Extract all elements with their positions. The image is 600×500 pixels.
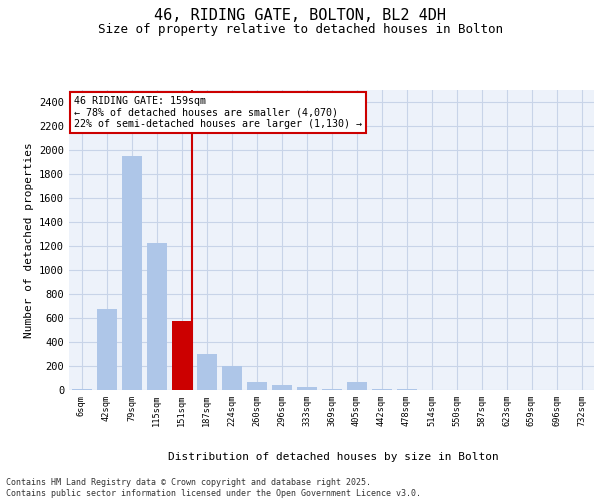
Bar (347, 382, 367, 390)
Bar (197, 354, 217, 390)
Text: 46 RIDING GATE: 159sqm
← 78% of detached houses are smaller (4,070)
22% of semi-: 46 RIDING GATE: 159sqm ← 78% of detached… (74, 96, 362, 129)
Bar (146, 243, 167, 390)
Bar (271, 384, 292, 390)
Text: 46, RIDING GATE, BOLTON, BL2 4DH: 46, RIDING GATE, BOLTON, BL2 4DH (154, 8, 446, 22)
Bar (371, 389, 392, 390)
Bar (247, 382, 266, 390)
Bar (296, 387, 317, 390)
Bar (322, 389, 341, 390)
Bar (221, 366, 241, 390)
Bar (121, 156, 142, 390)
Text: Contains HM Land Registry data © Crown copyright and database right 2025.
Contai: Contains HM Land Registry data © Crown c… (6, 478, 421, 498)
Bar (172, 321, 191, 390)
Text: Distribution of detached houses by size in Bolton: Distribution of detached houses by size … (167, 452, 499, 462)
Y-axis label: Number of detached properties: Number of detached properties (23, 142, 34, 338)
Bar (97, 309, 116, 390)
Text: Size of property relative to detached houses in Bolton: Size of property relative to detached ho… (97, 22, 503, 36)
